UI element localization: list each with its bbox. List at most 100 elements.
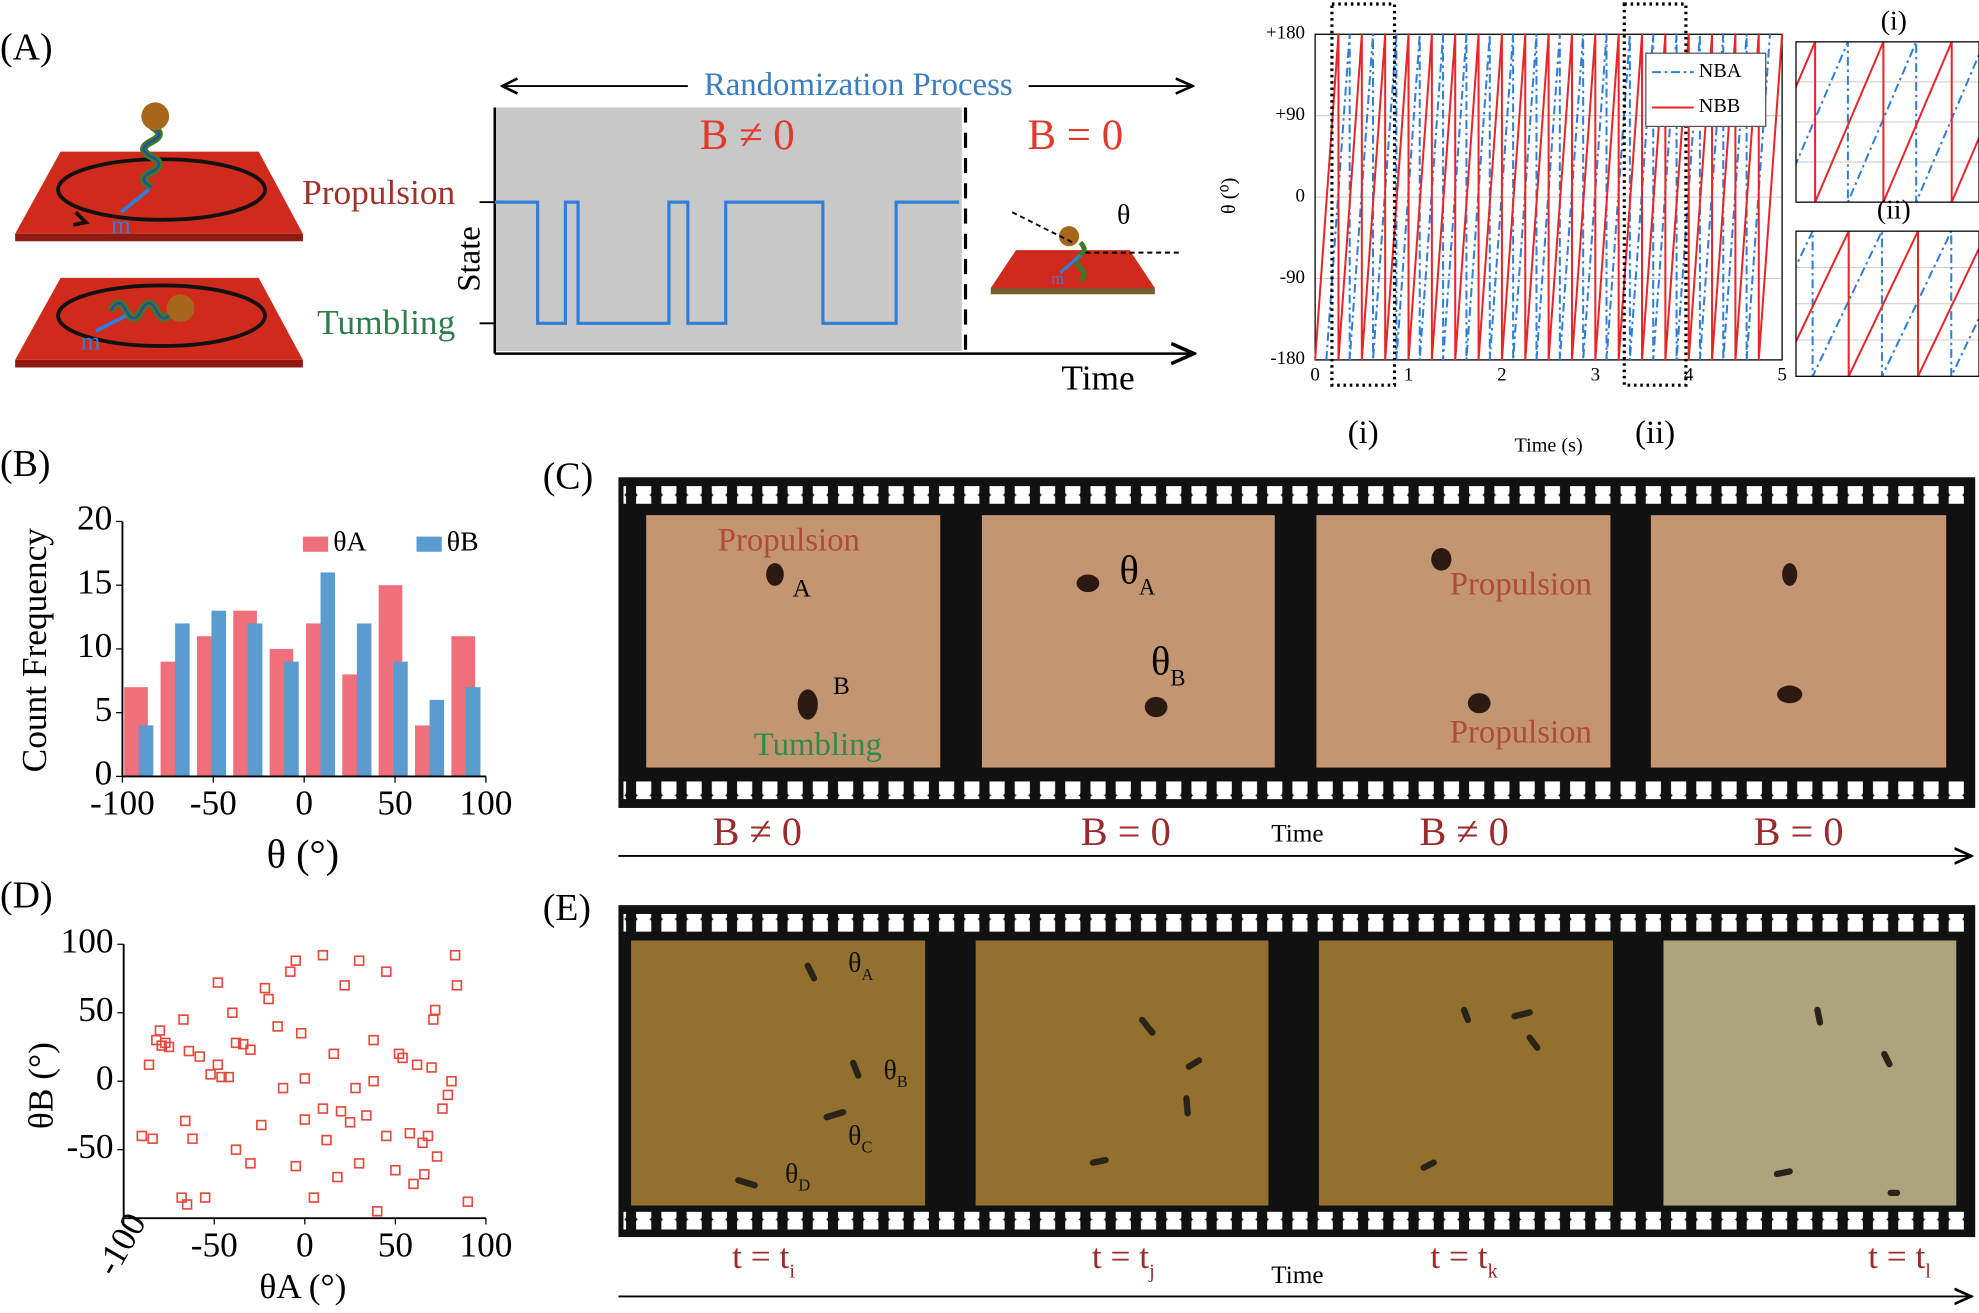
x-tick-label: 0 [295,784,313,823]
highlight-label: (i) [1348,415,1379,451]
y-tick-label: +180 [1266,23,1305,44]
time-label: Time [1271,1262,1323,1289]
scatter-point [183,1045,195,1057]
symbol: θ [848,1121,861,1152]
scatter-point [350,1082,361,1094]
bead [141,102,170,131]
scatter-point [245,1044,256,1055]
time-axis-label: Time [1061,358,1134,397]
label-bg [687,69,1029,103]
scatter-point [285,966,296,977]
x-tick-label: -50 [190,784,237,823]
bead [1058,226,1080,247]
symbol: θ [785,1159,798,1190]
angle-label: θC [848,1121,872,1156]
bar [393,661,408,777]
x-tick-label: 2 [1497,364,1506,385]
scatter-point [147,1133,158,1144]
scatter-point [446,1075,457,1087]
plate-edge [15,359,303,368]
scatter-point [154,1025,166,1036]
scatter-point [437,1103,448,1114]
legend-swatch [302,536,329,552]
panel-label: (E) [543,887,591,929]
legend-label: θA [333,527,366,558]
x-tick-label: 100 [459,1225,512,1264]
scatter-point [449,949,461,961]
particles [766,547,1803,720]
scatter-point [199,1192,211,1203]
scatter-point [295,1028,307,1039]
scatter-point [178,1014,189,1025]
axis-line [121,521,486,778]
scatter-point [451,980,463,991]
state-axis-label: State [452,226,488,292]
scatter-point [263,993,274,1005]
panel-label: (A) [0,26,53,68]
helix [109,301,173,320]
scatter-point [299,1073,311,1084]
scatter-point [230,1144,242,1155]
subscript: D [798,1175,810,1194]
symbol: θ [1151,639,1170,684]
subscript: l [1925,1260,1931,1282]
subscript: k [1488,1260,1499,1282]
scatter-point [163,1041,175,1053]
scatter-point [176,1192,187,1203]
scatter-point [290,955,301,966]
plate-edge [15,233,303,242]
scatter-point [344,1117,356,1128]
scatter-point [428,1014,439,1025]
moment-arrow [95,314,128,333]
scatter-point [216,1071,227,1083]
y-tick-label: -50 [66,1127,113,1166]
y-tick-label: 0 [1296,185,1305,206]
bead [166,294,195,323]
frame-label: Tumbling [754,727,882,763]
plate-edge [990,287,1155,295]
x-tick-label: 5 [1777,364,1786,385]
y-tick-label: 20 [77,499,112,538]
scatter-point [245,1158,256,1169]
x-tick-label: -100 [90,784,155,823]
moment-label: m [111,212,131,239]
symbol: θ [883,1055,896,1086]
y-tick-label: 5 [95,690,113,729]
field-labels: B ≠ 0 B = 0 B ≠ 0 B = 0 [713,809,1844,854]
angle-label: θA [848,948,873,983]
scatter-point [317,1103,329,1114]
scatter-point [368,1075,379,1087]
moment-arrow [1059,253,1082,275]
panel-label: (B) [0,443,50,485]
scatter-point [442,1089,454,1101]
frame [1663,940,1957,1206]
scatter-point [411,1059,423,1071]
scatter-point [308,1192,320,1203]
scatter-point [205,1069,216,1080]
scatter-point [136,1130,148,1142]
x-axis-label: Time (s) [1514,435,1582,457]
time-point-label: t = tl [1868,1237,1931,1282]
symbol: t = t [1868,1237,1925,1276]
scatter-point [381,966,392,977]
scatter-point [381,1130,392,1142]
highlight-label: (ii) [1635,415,1675,451]
time-label: Time [1271,821,1323,848]
frame [1316,515,1611,768]
symbol: t = t [1092,1237,1149,1276]
scatter-point [194,1051,205,1062]
scatter-point [431,1151,443,1162]
scatter-point [321,1134,332,1146]
scatter-point [372,1206,383,1217]
scatter-point [429,1004,441,1016]
bar [465,687,481,777]
frame-label: B [833,673,850,700]
moment-arrow [119,188,151,214]
scatter-point [212,1059,224,1071]
inset-frame [1795,230,1979,377]
angle-label: θB [883,1055,907,1090]
inset-frame [1795,41,1979,203]
scatter-point [237,1038,249,1050]
frame [981,515,1275,768]
